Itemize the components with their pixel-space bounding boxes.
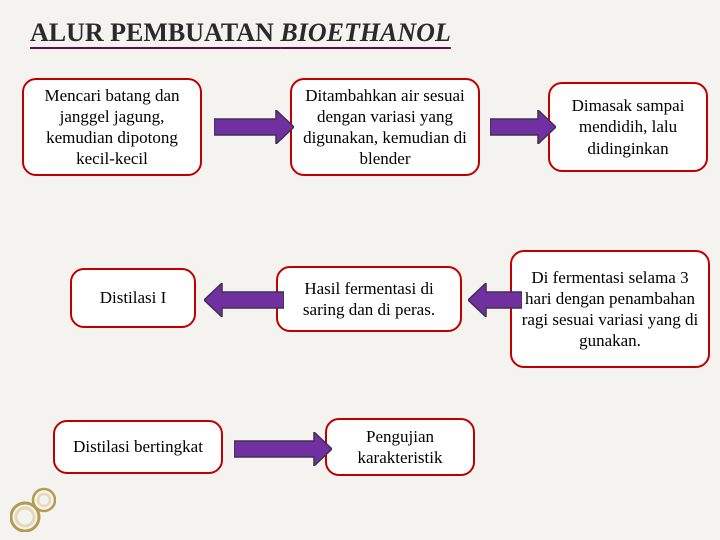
flow-node-n8: Pengujian karakteristik	[325, 418, 475, 476]
page-title: ALUR PEMBUATAN BIOETHANOL	[30, 18, 451, 48]
flow-node-n2: Ditambahkan air sesuai dengan variasi ya…	[290, 78, 480, 176]
flow-node-label: Ditambahkan air sesuai dengan variasi ya…	[300, 85, 470, 170]
flow-node-n5: Hasil fermentasi di saring dan di peras.	[276, 266, 462, 332]
flow-node-n4: Di fermentasi selama 3 hari dengan penam…	[510, 250, 710, 368]
flow-node-n3: Dimasak sampai mendidih, lalu didinginka…	[548, 82, 708, 172]
title-italic: BIOETHANOL	[280, 18, 450, 47]
arrow-n7-n8	[234, 432, 332, 466]
title-plain: ALUR PEMBUATAN	[30, 18, 280, 47]
arrow-n2-n3	[490, 110, 556, 144]
arrow-n5-n6	[204, 283, 284, 317]
flow-node-n1: Mencari batang dan janggel jagung, kemud…	[22, 78, 202, 176]
arrow-n1-n2	[214, 110, 294, 144]
flow-node-label: Pengujian karakteristik	[335, 426, 465, 469]
flow-node-label: Dimasak sampai mendidih, lalu didinginka…	[558, 95, 698, 159]
corner-decoration	[10, 486, 56, 532]
flow-node-label: Hasil fermentasi di saring dan di peras.	[286, 278, 452, 321]
flow-node-label: Distilasi bertingkat	[73, 436, 203, 457]
flow-node-n6: Distilasi I	[70, 268, 196, 328]
flow-node-label: Mencari batang dan janggel jagung, kemud…	[32, 85, 192, 170]
flow-node-n7: Distilasi bertingkat	[53, 420, 223, 474]
flow-node-label: Di fermentasi selama 3 hari dengan penam…	[520, 267, 700, 352]
flow-node-label: Distilasi I	[100, 287, 167, 308]
arrow-n4-n5	[468, 283, 522, 317]
